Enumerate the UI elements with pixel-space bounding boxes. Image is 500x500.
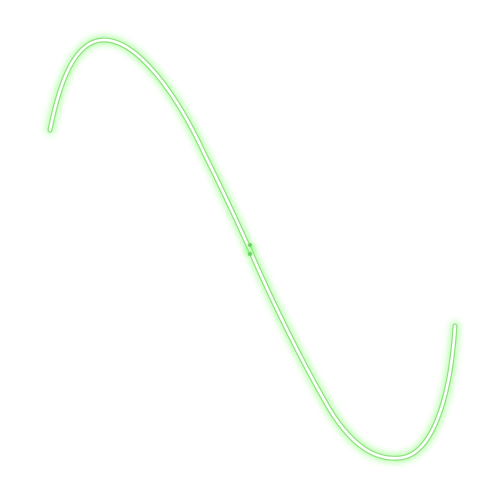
center-marker-dot-bottom	[247, 251, 253, 257]
center-marker-dot-top	[248, 243, 252, 247]
center-marker-glow	[245, 245, 255, 255]
center-marker	[245, 243, 255, 257]
